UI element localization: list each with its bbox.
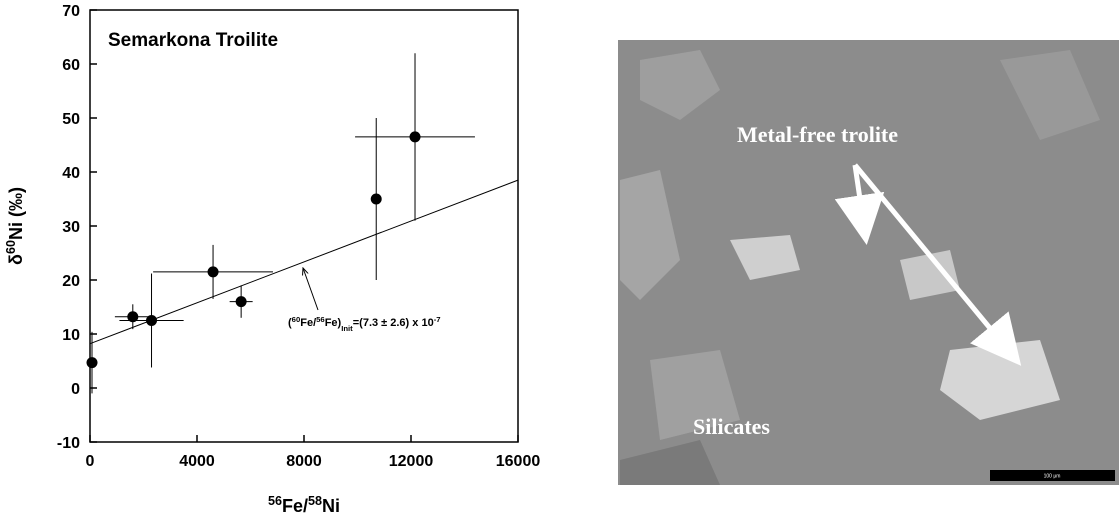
label-part: =(7.3 ± 2.6) x 10 xyxy=(353,317,434,329)
y-tick-label: 20 xyxy=(62,273,80,290)
annotation-arrow xyxy=(303,268,319,311)
texture xyxy=(1000,50,1100,140)
image-label: Silicates xyxy=(693,414,770,439)
texture xyxy=(640,50,720,120)
label-part: Ni (‰) xyxy=(6,187,26,240)
x-tick-label: 8000 xyxy=(286,453,322,470)
scale-bar xyxy=(990,470,1115,481)
label-part: Fe/ xyxy=(300,317,316,329)
point xyxy=(146,315,158,326)
image-label: Metal-free trolite xyxy=(737,122,898,147)
texture xyxy=(900,250,960,300)
texture xyxy=(940,340,1060,420)
texture xyxy=(650,350,740,440)
y-tick-label: 70 xyxy=(62,3,80,20)
plot-frame xyxy=(89,9,519,443)
chart-title: Semarkona Troilite xyxy=(108,30,278,51)
x-tick-label: 12000 xyxy=(389,453,434,470)
pointer-arrow xyxy=(834,164,885,245)
label-part: 56 xyxy=(268,494,282,508)
label-part: 56 xyxy=(316,315,325,324)
texture xyxy=(620,170,680,300)
annotation: (60Fe/56Fe)Init=(7.3 ± 2.6) x 10-7 xyxy=(288,315,441,333)
y-tick-label: 40 xyxy=(62,165,80,182)
x-tick-label: 4000 xyxy=(179,453,215,470)
y-tick-label: 10 xyxy=(62,327,80,344)
label-part: ( xyxy=(288,317,292,329)
texture xyxy=(620,440,720,485)
y-tick-label: 0 xyxy=(71,381,80,398)
point xyxy=(235,296,247,308)
x-tick-label: 16000 xyxy=(496,453,541,470)
y-tick-label: 50 xyxy=(62,111,80,128)
label-part: Fe/ xyxy=(282,496,308,516)
point xyxy=(86,357,98,369)
micrograph: Metal-free trolite Silicates 100 μm xyxy=(618,40,1119,485)
fit-line xyxy=(89,179,519,345)
x-axis-label: 56Fe/58Ni xyxy=(268,494,340,516)
y-axis-label: δ60Ni (‰) xyxy=(4,187,26,265)
label-part: -7 xyxy=(434,315,441,324)
label-part: 60 xyxy=(4,240,18,254)
label-part: Ni xyxy=(322,496,340,516)
label-part: 60 xyxy=(292,315,301,324)
texture xyxy=(730,235,800,280)
point xyxy=(370,193,382,205)
x-tick-label: 0 xyxy=(86,453,95,470)
point xyxy=(207,266,219,278)
scale-label: 100 μm xyxy=(1044,473,1061,479)
label-part: 58 xyxy=(308,494,322,508)
point xyxy=(127,311,139,323)
label-part: Fe) xyxy=(325,317,342,329)
label-part: δ xyxy=(6,254,26,265)
point xyxy=(409,131,421,143)
label-part: Init xyxy=(341,324,353,333)
y-tick-label: 60 xyxy=(62,57,80,74)
y-tick-label: 30 xyxy=(62,219,80,236)
y-tick-label: -10 xyxy=(57,435,80,452)
